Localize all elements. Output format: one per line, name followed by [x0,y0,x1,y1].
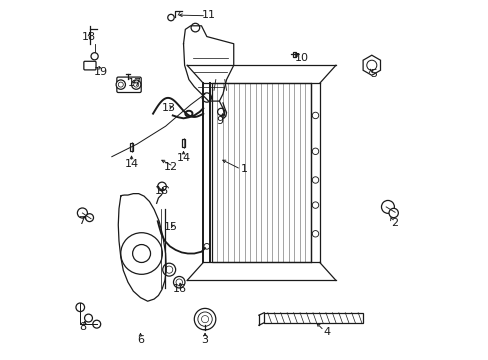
Text: 18: 18 [81,32,95,41]
Text: 17: 17 [128,78,142,88]
Circle shape [203,243,209,249]
Circle shape [173,276,184,288]
Bar [211,83,310,262]
Text: 13: 13 [162,103,176,113]
Circle shape [131,80,141,89]
Circle shape [132,244,150,262]
Circle shape [312,112,318,119]
Text: 16: 16 [173,284,186,294]
Circle shape [312,230,318,237]
Circle shape [167,14,174,21]
Circle shape [91,53,98,60]
Circle shape [176,279,182,285]
Text: 11: 11 [201,10,215,20]
Circle shape [312,177,318,183]
Bar [182,139,185,147]
Text: 9: 9 [215,116,223,126]
Circle shape [191,23,199,32]
Text: 1: 1 [241,164,247,174]
Bar [292,52,296,57]
Circle shape [116,80,125,89]
Circle shape [165,266,172,273]
Circle shape [163,263,175,276]
Circle shape [133,82,139,87]
Bar [129,143,133,151]
Text: 7: 7 [78,216,85,226]
Text: 2: 2 [391,218,398,228]
Circle shape [381,201,394,213]
Circle shape [312,202,318,208]
Text: 12: 12 [163,162,178,172]
Circle shape [202,93,211,102]
Text: 6: 6 [137,334,143,345]
Circle shape [194,309,215,330]
FancyBboxPatch shape [117,77,141,93]
Text: 10: 10 [294,53,308,63]
Text: 14: 14 [124,159,138,169]
Circle shape [85,214,93,222]
Circle shape [93,320,101,328]
Text: 5: 5 [369,69,376,79]
Circle shape [118,82,123,87]
Circle shape [217,108,224,116]
Circle shape [201,316,208,323]
Circle shape [366,60,376,70]
Text: 3: 3 [201,334,208,345]
Text: 4: 4 [323,327,330,337]
Text: 19: 19 [94,67,108,77]
Text: 14: 14 [176,153,190,163]
FancyBboxPatch shape [83,61,96,70]
Text: 16: 16 [155,186,169,196]
Circle shape [77,208,87,218]
Text: 8: 8 [80,322,86,332]
Circle shape [76,303,84,312]
Text: 15: 15 [163,222,178,231]
Circle shape [388,208,398,218]
Circle shape [198,312,212,326]
Circle shape [312,148,318,154]
Circle shape [158,182,166,191]
Bar [264,313,362,323]
Circle shape [84,314,92,322]
